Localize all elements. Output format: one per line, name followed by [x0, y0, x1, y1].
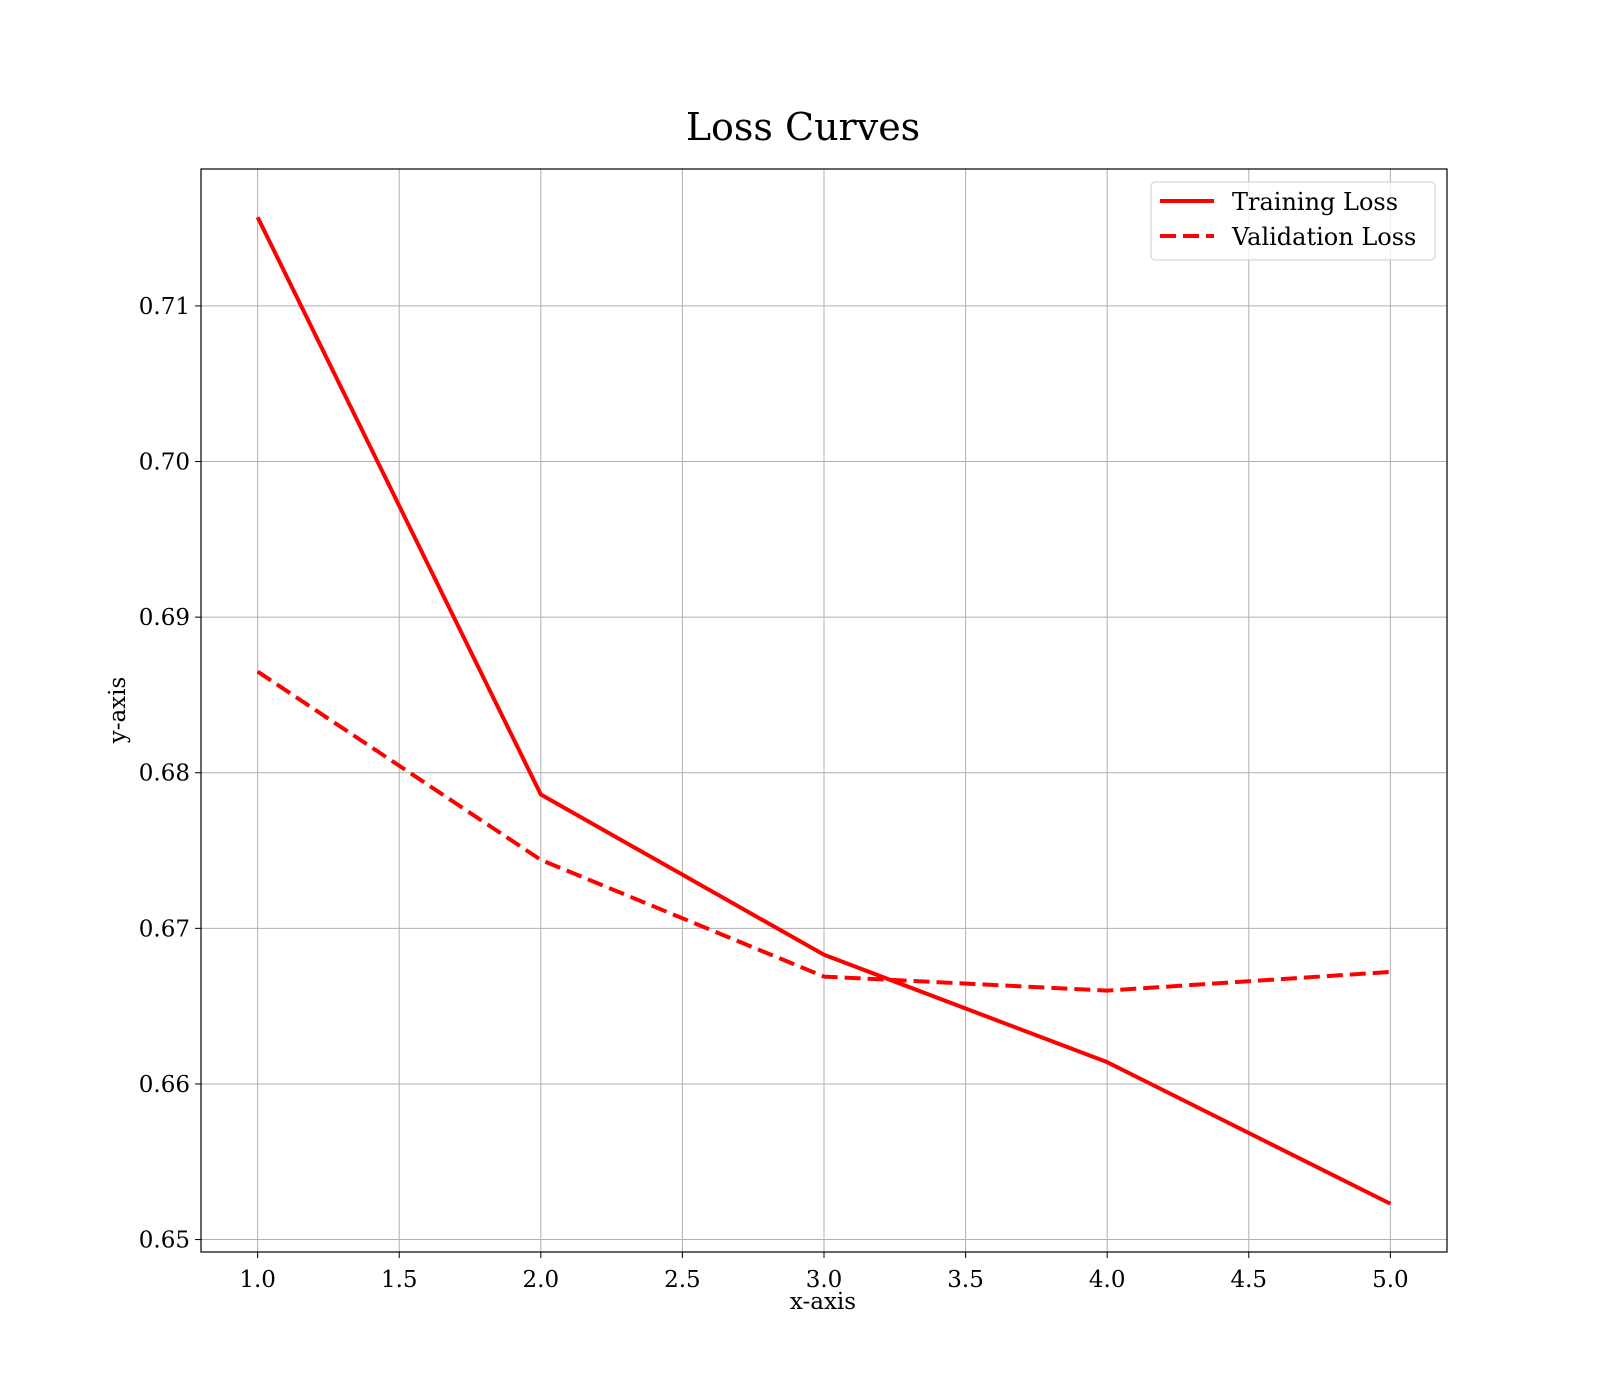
series-layer — [255, 216, 1392, 1206]
y-axis-label: y-axis — [105, 677, 131, 745]
chart-title: Loss Curves — [686, 105, 920, 149]
y-ticks: 0.65 0.66 0.67 0.68 0.69 0.70 0.71 — [139, 294, 201, 1254]
y-tick-label: 0.71 — [139, 294, 190, 320]
y-tick-label: 0.66 — [139, 1072, 190, 1098]
y-tick-label: 0.70 — [139, 450, 190, 476]
legend-label-training-loss: Training Loss — [1232, 188, 1398, 216]
legend-box — [1150, 181, 1436, 261]
x-tick-label: 1.5 — [381, 1267, 418, 1293]
x-tick-label: 3.0 — [806, 1267, 843, 1293]
x-tick-label: 3.5 — [947, 1267, 984, 1293]
grid — [201, 169, 1447, 1252]
y-tick-label: 0.67 — [139, 916, 190, 942]
y-tick-label: 0.69 — [139, 605, 190, 631]
x-tick-label: 1.0 — [239, 1267, 276, 1293]
y-tick-label: 0.68 — [139, 761, 190, 787]
x-axis-label: x-axis — [790, 1289, 856, 1315]
legend: Training Loss Validation Loss — [1150, 181, 1436, 261]
x-ticks: 1.0 1.5 2.0 2.5 3.0 3.5 4.0 4.5 5.0 — [239, 1252, 1409, 1293]
x-tick-label: 2.5 — [664, 1267, 701, 1293]
y-tick-label: 0.65 — [139, 1228, 190, 1254]
x-tick-label: 5.0 — [1372, 1267, 1409, 1293]
legend-label-validation-loss: Validation Loss — [1231, 223, 1416, 251]
x-tick-label: 2.0 — [523, 1267, 560, 1293]
x-tick-label: 4.5 — [1230, 1267, 1267, 1293]
x-tick-label: 4.0 — [1089, 1267, 1126, 1293]
